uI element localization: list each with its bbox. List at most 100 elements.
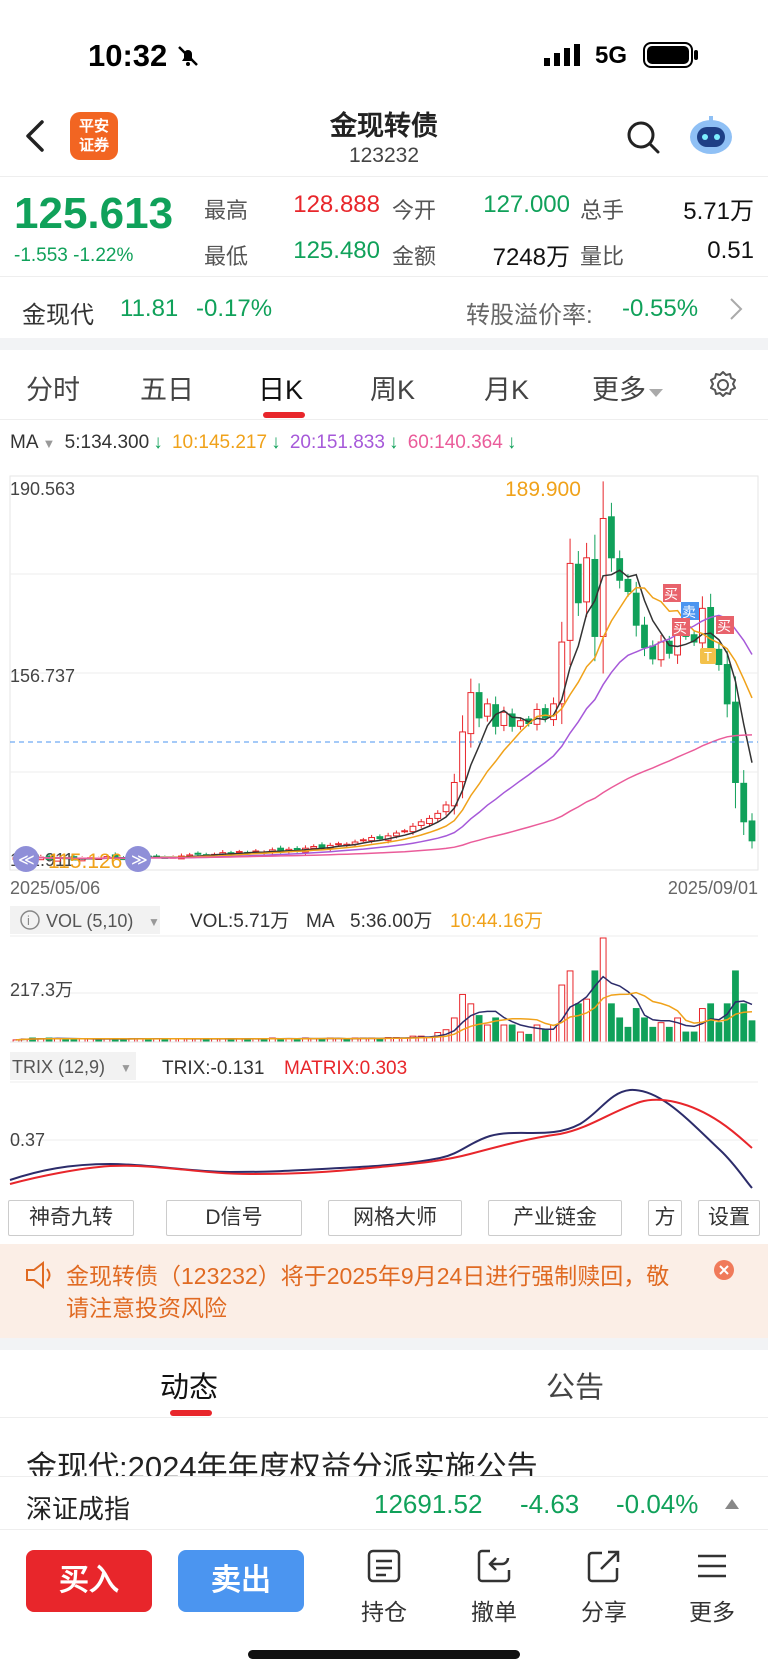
vol-indicator-selector[interactable]	[10, 906, 160, 934]
tab-news[interactable]: 动态	[160, 1372, 219, 1404]
volume-bar	[467, 1003, 475, 1043]
tab-monthly-k[interactable]: 月K	[484, 375, 530, 405]
more-button[interactable]: 更多	[672, 1548, 752, 1627]
tool-d-signal-button[interactable]: D信号	[166, 1200, 302, 1236]
ma-legend: MA ▼ 5:134.300 ↓ 10:145.217 ↓ 20:151.833 ↓ 6…	[10, 432, 520, 454]
volume-bar	[707, 1003, 715, 1043]
candle-body	[608, 516, 615, 559]
candle-body	[500, 711, 508, 726]
x-axis-start-label: 2025/05/06	[10, 878, 100, 898]
ai-assistant-robot-icon[interactable]	[688, 114, 734, 161]
y-axis-mid-label: 156.737	[10, 666, 75, 686]
ma-dropdown-icon[interactable]: ▼	[42, 436, 56, 451]
cancel-order-button[interactable]: 撤单	[454, 1548, 534, 1627]
candle-body	[550, 703, 557, 721]
svg-text:T: T	[704, 649, 712, 664]
section-divider	[0, 1338, 768, 1350]
trix-indicator-selector[interactable]	[10, 1052, 136, 1080]
tab-more[interactable]: 更多	[592, 368, 664, 407]
active-news-tab-indicator	[170, 1410, 212, 1416]
candle-body	[558, 641, 566, 705]
stat-value-volume-ratio: 0.51	[707, 237, 754, 264]
tab-announcements[interactable]: 公告	[546, 1372, 605, 1404]
quote-panel: 125.613 -1.553 -1.22% 最高 128.888 今开 127.…	[0, 176, 768, 274]
speaker-icon	[24, 1260, 56, 1295]
volume-bar	[682, 1031, 690, 1043]
candle-body	[235, 851, 243, 854]
candle-body	[583, 557, 591, 603]
volume-bar	[624, 1026, 632, 1043]
volume-bar	[732, 970, 739, 1043]
volume-bar	[715, 1022, 723, 1043]
tab-daily-k[interactable]: 日K	[258, 375, 304, 405]
signal-icon	[544, 44, 584, 71]
back-icon[interactable]	[20, 118, 50, 159]
share-button[interactable]: 分享	[564, 1548, 644, 1627]
more-label: 更多	[689, 1599, 735, 1625]
cancel-order-icon	[477, 1549, 511, 1583]
vol-ma-label: MA	[306, 911, 335, 932]
underlying-name: 金现代	[22, 302, 94, 329]
kline-chart[interactable]: 190.563 156.737 122.911 189.900 115.126 …	[0, 462, 768, 902]
candle-body	[624, 578, 632, 593]
tab-weekly-k[interactable]: 周K	[370, 375, 416, 405]
candle-body	[508, 713, 516, 727]
candle-body	[368, 837, 375, 842]
candle-body	[426, 817, 433, 824]
chart-settings-icon[interactable]	[708, 370, 738, 405]
share-label: 分享	[581, 1599, 627, 1625]
candle-body	[359, 839, 367, 842]
ma-lines	[15, 569, 753, 860]
underlying-change: -0.17%	[196, 295, 273, 322]
volume-bar	[558, 984, 566, 1043]
change-pct: -1.22%	[73, 245, 134, 266]
volume-bar	[599, 937, 607, 1043]
status-time: 10:32	[88, 38, 168, 73]
broker-logo[interactable]: 平安 证券	[70, 112, 118, 160]
index-ticker-bar[interactable]: 深证成指 12691.52 -4.63 -0.04%	[0, 1476, 768, 1530]
candle-body	[442, 804, 450, 813]
vol-ma5: 5:36.00万	[350, 911, 432, 932]
stock-name: 金现转债	[330, 111, 438, 141]
candle-body	[517, 720, 524, 727]
stat-value-high: 128.888	[293, 191, 380, 218]
tool-overflow-button[interactable]: 方	[648, 1200, 682, 1236]
vol-ma10: 10:44.16万	[450, 911, 543, 932]
close-icon[interactable]	[712, 1258, 736, 1282]
underlying-row[interactable]: 金现代 11.81 -0.17% 转股溢价率: -0.55%	[0, 276, 768, 338]
trade-mark-buy[interactable]: 买	[672, 618, 690, 636]
ma60-value: 60:140.364	[407, 432, 503, 453]
search-icon[interactable]	[626, 120, 660, 159]
tab-five-day[interactable]: 五日	[140, 375, 194, 405]
info-icon[interactable]	[20, 910, 40, 930]
index-change-pct: -0.04%	[616, 1489, 699, 1519]
redemption-notice: 金现转债（123232）将于2025年9月24日进行强制赎回，敬请注意投资风险	[0, 1244, 768, 1338]
down-arrow-icon: ↓	[388, 432, 399, 453]
volume-bar	[583, 998, 591, 1043]
trade-mark-label: 买	[664, 586, 678, 602]
sell-button[interactable]: 卖出	[178, 1550, 304, 1612]
volume-chart[interactable]: i VOL (5,10) ▼ VOL:5.71万 MA 5:36.00万 10:…	[0, 902, 768, 1052]
volume-bar	[574, 1003, 582, 1043]
tool-settings-button[interactable]: 设置	[698, 1200, 760, 1236]
tool-industry-chain-button[interactable]: 产业链金	[488, 1200, 622, 1236]
section-divider	[0, 338, 768, 350]
ma10-value: 10:145.217	[171, 432, 268, 453]
candle-body	[459, 731, 466, 783]
candle-body	[310, 846, 318, 849]
trade-mark-sell[interactable]: 卖	[681, 602, 699, 620]
trade-mark-buy[interactable]: 买	[716, 616, 734, 634]
tool-grid-master-button[interactable]: 网格大师	[328, 1200, 462, 1236]
tool-magic-nine-button[interactable]: 神奇九转	[8, 1200, 134, 1236]
network-label: 5G	[595, 42, 628, 69]
buy-button[interactable]: 买入	[26, 1550, 152, 1612]
history-forward-icon[interactable]: ≫	[125, 846, 151, 872]
trix-chart[interactable]: TRIX (12,9) ▼ TRIX:-0.131 MATRIX:0.303 0…	[0, 1052, 768, 1198]
positions-button[interactable]: 持仓	[344, 1548, 424, 1627]
history-back-icon[interactable]: ≪	[13, 846, 39, 872]
trade-mark-label: 卖	[682, 604, 696, 620]
trade-mark-buy[interactable]: 买	[663, 584, 681, 602]
max-price-marker: 189.900	[505, 478, 581, 501]
tab-intraday[interactable]: 分时	[26, 375, 80, 405]
broker-logo-line2: 证券	[78, 137, 109, 154]
